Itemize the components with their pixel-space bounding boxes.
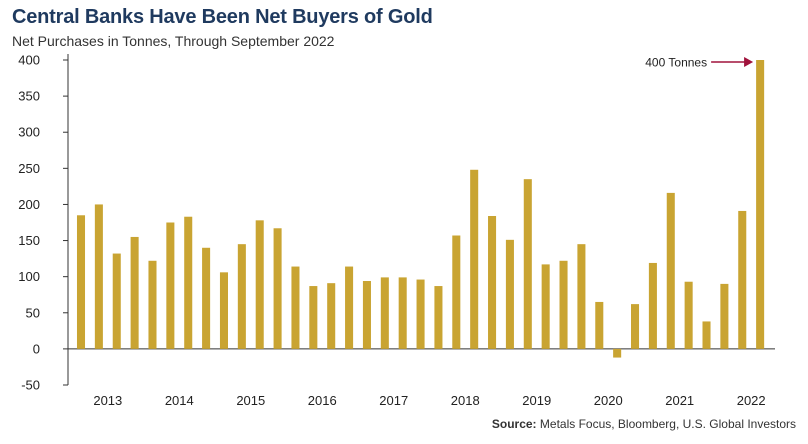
y-tick-label: 0 [33, 341, 40, 356]
y-tick-label: -50 [21, 378, 40, 393]
bar [505, 239, 514, 349]
bar [631, 304, 640, 349]
y-tick-label: 300 [18, 125, 40, 140]
x-year-label: 2015 [236, 393, 265, 408]
bar [398, 277, 407, 349]
bar [648, 262, 657, 349]
bar [184, 216, 193, 349]
x-year-label: 2021 [665, 393, 694, 408]
x-year-label: 2019 [522, 393, 551, 408]
bar [738, 210, 747, 349]
source-text: Metals Focus, Bloomberg, U.S. Global Inv… [536, 417, 796, 431]
bar [237, 244, 246, 349]
y-tick-label: 100 [18, 269, 40, 284]
bar [219, 272, 228, 349]
bar [559, 260, 568, 349]
chart-subtitle: Net Purchases in Tonnes, Through Septemb… [12, 33, 335, 49]
x-year-label: 2013 [93, 393, 122, 408]
bar [94, 204, 103, 349]
source-label: Source: [491, 417, 537, 431]
bar [345, 266, 354, 349]
bar [255, 220, 264, 349]
x-year-label: 2017 [379, 393, 408, 408]
bar [702, 321, 711, 349]
y-tick-label: 150 [18, 233, 40, 248]
bar [523, 179, 532, 349]
x-year-label: 2014 [165, 393, 194, 408]
bar [595, 301, 604, 349]
y-tick-label: 50 [26, 305, 40, 320]
bar [684, 281, 693, 349]
bar [488, 216, 497, 349]
bar [613, 348, 622, 358]
source-note: Source: Metals Focus, Bloomberg, U.S. Gl… [492, 417, 796, 431]
bar [202, 247, 211, 349]
x-year-label: 2020 [594, 393, 623, 408]
y-tick-label: 400 [18, 53, 40, 68]
annotation-arrow-head [744, 57, 754, 67]
bar [291, 266, 300, 349]
bar [148, 260, 157, 349]
bar [577, 244, 586, 349]
bar [362, 281, 371, 349]
y-tick-label: 200 [18, 197, 40, 212]
bar [327, 283, 336, 349]
bar [666, 192, 675, 349]
x-year-label: 2018 [451, 393, 480, 408]
bar [470, 169, 479, 349]
annotation-label: 400 Tonnes [645, 56, 707, 70]
chart-title: Central Banks Have Been Net Buyers of Go… [12, 6, 433, 28]
bar [76, 215, 86, 349]
bar [166, 222, 175, 349]
x-year-label: 2016 [308, 393, 337, 408]
bar [434, 286, 443, 349]
bar [273, 228, 282, 349]
bar [452, 235, 461, 349]
x-year-label: 2022 [737, 393, 766, 408]
y-tick-label: 350 [18, 89, 40, 104]
bar [720, 283, 729, 349]
bar [112, 253, 121, 349]
y-tick-label: 250 [18, 161, 40, 176]
bar [416, 279, 425, 349]
bar [756, 60, 765, 349]
bar [380, 277, 389, 349]
bar [541, 264, 550, 349]
bar [309, 286, 318, 349]
bar [130, 236, 139, 349]
